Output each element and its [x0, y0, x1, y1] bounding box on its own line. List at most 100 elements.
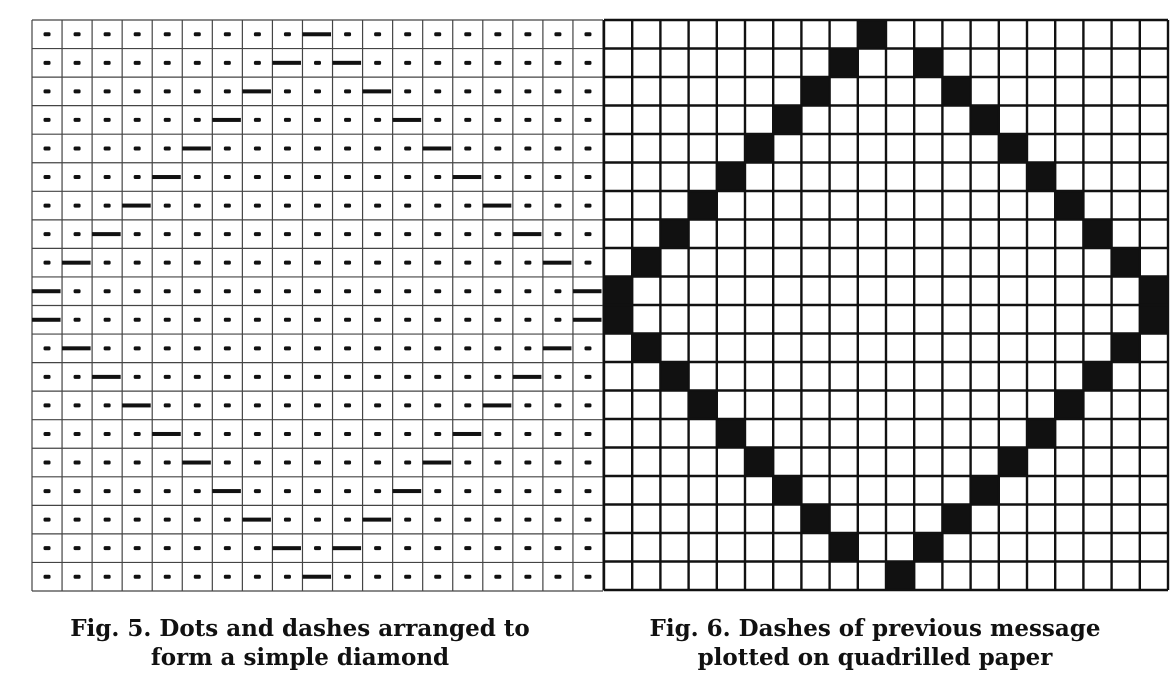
- fig5-dot: [554, 289, 562, 294]
- fig5-dot: [374, 146, 382, 151]
- fig5-dot: [464, 489, 472, 494]
- fig5-dash: [152, 431, 181, 436]
- fig5-dot: [494, 146, 502, 151]
- fig5-dot: [374, 175, 382, 180]
- fig5-dash: [302, 32, 332, 37]
- fig5-dash: [302, 574, 332, 579]
- fig5-dot: [404, 175, 412, 180]
- fig5-dot: [73, 489, 81, 494]
- fig5-dot: [314, 489, 321, 494]
- fig5-dot: [43, 431, 51, 436]
- fig5-dot: [464, 517, 472, 522]
- fig5-dot: [404, 546, 412, 551]
- fig5-dot: [494, 289, 502, 294]
- fig5-dot: [584, 460, 592, 465]
- fig5-dot: [344, 460, 352, 465]
- fig5-dot: [163, 32, 171, 37]
- fig6-filled-square: [1083, 362, 1112, 391]
- fig5-dash: [422, 460, 452, 465]
- fig5-dot: [103, 431, 111, 436]
- fig5-dot: [103, 489, 111, 494]
- fig5-dot: [554, 374, 562, 379]
- fig5-dot: [73, 60, 81, 65]
- fig5-dot: [73, 175, 81, 180]
- fig5-dot: [103, 260, 111, 265]
- fig5-dot: [283, 232, 291, 237]
- fig5-dot: [374, 317, 382, 322]
- fig5-dot: [554, 403, 562, 408]
- fig6-filled-square: [632, 333, 661, 362]
- fig5-dot: [464, 346, 472, 351]
- fig5-dot: [223, 546, 231, 551]
- fig5-dot: [524, 546, 532, 551]
- fig5-dot: [133, 346, 141, 351]
- fig5-dot: [43, 346, 51, 351]
- fig5-dot: [133, 60, 141, 65]
- fig5-dot: [494, 260, 502, 265]
- fig5-dot: [554, 89, 562, 94]
- fig5-dot: [43, 403, 51, 408]
- fig5-dot: [43, 517, 51, 522]
- fig5-dot: [374, 489, 382, 494]
- fig5-dash: [512, 232, 542, 237]
- fig5-dot: [494, 517, 502, 522]
- fig5-dot: [43, 32, 51, 37]
- fig5-dot: [524, 89, 532, 94]
- fig6-filled-square: [716, 419, 745, 448]
- fig5-dash: [452, 175, 482, 180]
- fig5-dot: [344, 89, 352, 94]
- fig5-dot: [374, 203, 382, 208]
- fig5-dot: [73, 317, 81, 322]
- fig5-dot: [434, 232, 442, 237]
- fig5-dot: [524, 289, 532, 294]
- fig5-dot: [103, 460, 111, 465]
- fig5-dot: [223, 574, 231, 579]
- fig5-dash: [512, 374, 542, 379]
- fig5-dot: [494, 175, 502, 180]
- fig5-dot: [524, 32, 532, 37]
- fig5-dot: [374, 60, 382, 65]
- fig5-dot: [344, 32, 352, 37]
- fig5-dot: [464, 232, 472, 237]
- fig5-dot: [283, 117, 291, 122]
- fig5-dot: [133, 232, 141, 237]
- fig6-filled-square: [1027, 162, 1056, 191]
- fig5-dot: [283, 574, 291, 579]
- fig6-filled-square: [773, 476, 802, 505]
- fig5-dot: [193, 175, 201, 180]
- fig5-dot: [43, 89, 51, 94]
- fig5-dot: [253, 232, 261, 237]
- fig5-dot: [524, 489, 532, 494]
- fig5-dot: [434, 32, 442, 37]
- fig5-dot: [163, 60, 171, 65]
- fig5-dot: [434, 317, 442, 322]
- fig6-caption-line2: plotted on quadrilled paper: [697, 644, 1053, 671]
- fig5-dot: [434, 289, 442, 294]
- fig5-dot: [193, 260, 201, 265]
- fig5-dot: [494, 317, 502, 322]
- fig5-dot: [554, 203, 562, 208]
- fig5-dot: [434, 60, 442, 65]
- fig6-filled-square: [829, 48, 858, 77]
- fig5-dot: [554, 517, 562, 522]
- fig5-dot: [314, 232, 321, 237]
- fig5-dot: [494, 232, 502, 237]
- fig5-dot: [133, 146, 141, 151]
- fig5-dot: [494, 431, 502, 436]
- fig5-dot: [103, 60, 111, 65]
- fig5-dot: [103, 317, 111, 322]
- fig5-dot: [103, 574, 111, 579]
- fig5-dot: [193, 203, 201, 208]
- fig5-dash: [122, 203, 151, 208]
- fig5-dot: [43, 489, 51, 494]
- fig5-dot: [524, 60, 532, 65]
- fig5-dot: [464, 289, 472, 294]
- fig5-dot: [73, 546, 81, 551]
- fig5-dot: [253, 175, 261, 180]
- fig6-filled-square: [914, 48, 943, 77]
- fig5-dot: [283, 89, 291, 94]
- fig5-dot: [434, 431, 442, 436]
- fig5-dot: [404, 203, 412, 208]
- fig5-caption-line2: form a simple diamond: [150, 644, 450, 671]
- fig5-dash: [392, 117, 422, 122]
